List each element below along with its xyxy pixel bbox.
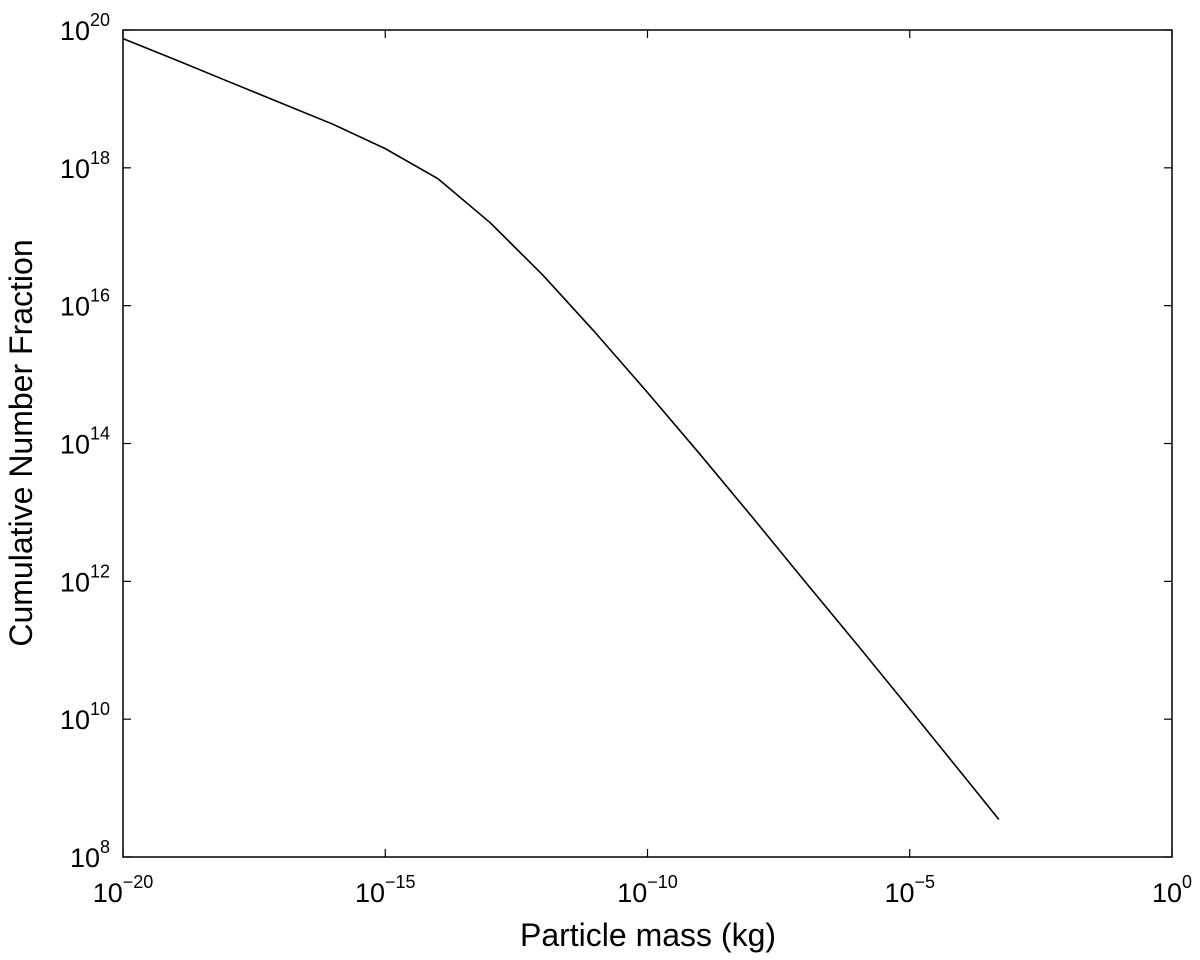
y-tick-label: 108: [70, 837, 110, 873]
y-axis-label: Cumulative Number Fraction: [3, 239, 39, 646]
series-layer: [122, 37, 1000, 821]
y-tick-label: 1010: [60, 699, 110, 735]
x-tick-label: 10−15: [355, 872, 416, 908]
x-axis-label: Particle mass (kg): [520, 917, 776, 953]
y-tick-label: 1014: [60, 424, 110, 460]
y-tick-label: 1018: [60, 148, 110, 184]
y-tick-label: 1016: [60, 286, 110, 322]
plot-area-frame: [122, 29, 1173, 858]
x-tick-label: 100: [1152, 872, 1192, 908]
y-tick-label: 1020: [60, 10, 110, 46]
x-tick-label: 10−10: [617, 872, 678, 908]
y-tick-label: 1012: [60, 561, 110, 597]
x-axis-ticks: 10−20 10−15 10−10 10−5 100: [93, 30, 1192, 908]
y-axis-ticks: 108 1010 1012 1014 1016 1018 1020: [60, 10, 1172, 873]
series-line: [122, 37, 1000, 821]
x-tick-label: 10−5: [884, 872, 935, 908]
x-tick-label: 10−20: [93, 872, 154, 908]
